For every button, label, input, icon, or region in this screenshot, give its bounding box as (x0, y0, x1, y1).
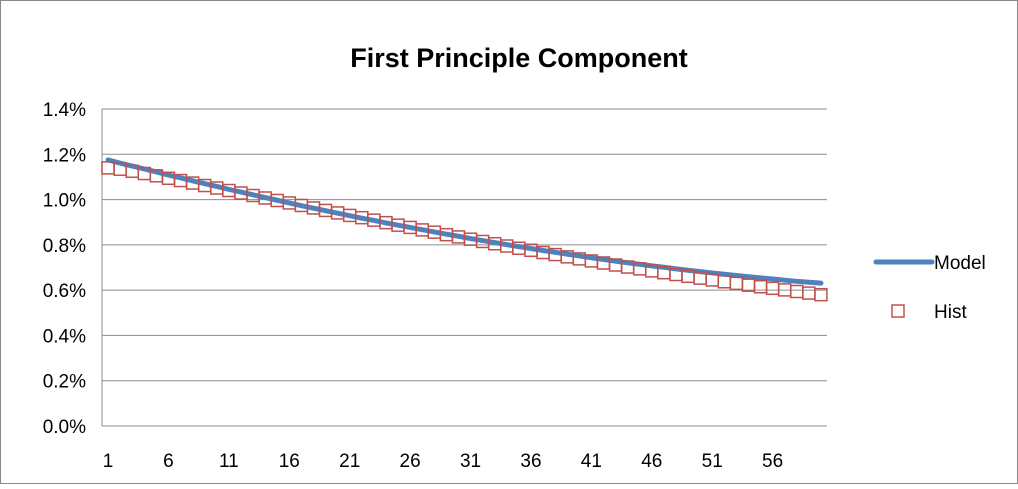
y-tick-label: 1.2% (43, 145, 86, 166)
x-tick-label: 56 (762, 451, 783, 472)
x-tick-label: 6 (163, 451, 174, 472)
y-tick-label: 0.2% (43, 372, 86, 393)
x-tick-label: 11 (219, 451, 239, 472)
x-tick-label: 21 (339, 451, 360, 472)
chart-title: First Principle Component (350, 43, 688, 73)
legend-hist-label: Hist (934, 302, 967, 323)
y-tick-label: 1.4% (43, 100, 86, 121)
legend-hist-swatch (891, 304, 905, 318)
legend-model-label: Model (934, 253, 986, 274)
x-tick-label: 46 (641, 451, 662, 472)
y-tick-label: 0.0% (43, 417, 86, 438)
data-point-hist (814, 287, 828, 302)
y-tick-label: 0.6% (43, 281, 86, 302)
x-tick-label: 26 (400, 451, 421, 472)
x-tick-label: 36 (520, 451, 541, 472)
x-tick-label: 1 (103, 451, 114, 472)
x-tick-label: 51 (702, 451, 723, 472)
y-tick-label: 0.8% (43, 236, 86, 257)
y-tick-label: 0.4% (43, 326, 86, 347)
y-tick-label: 1.0% (43, 191, 86, 212)
x-tick-label: 31 (460, 451, 481, 472)
y-axis-tick-labels: 0.0% 0.2% 0.4% 0.6% 0.8% 1.0% 1.2% 1.4% (43, 100, 86, 438)
x-tick-label: 16 (279, 451, 300, 472)
x-tick-label: 41 (581, 451, 602, 472)
x-axis-tick-labels: 1 6 11 16 21 26 31 36 41 46 51 56 (103, 451, 783, 472)
plot-series (101, 157, 828, 302)
legend: Model Hist (873, 253, 986, 323)
